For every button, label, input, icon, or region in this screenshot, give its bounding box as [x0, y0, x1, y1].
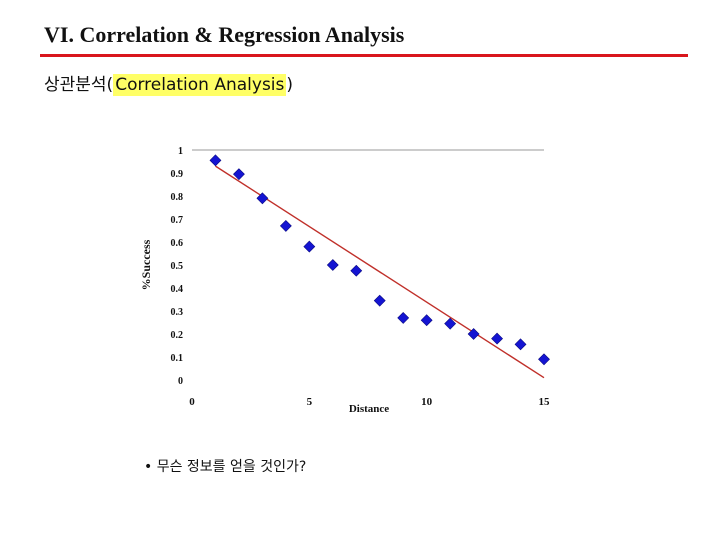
data-point [256, 192, 269, 205]
subtitle: 상관분석(Correlation Analysis) [44, 70, 294, 96]
x-axis-ticks: 0 5 10 15 [189, 396, 550, 408]
y-tick-label: 0 [178, 376, 183, 387]
data-point [444, 317, 457, 330]
x-tick-label: 15 [539, 396, 551, 408]
x-tick-label: 0 [189, 396, 195, 408]
data-point [373, 294, 386, 307]
title-rule [40, 54, 688, 57]
data-point [279, 219, 292, 232]
y-tick-label: 1 [178, 146, 183, 157]
subtitle-prefix: 상관분석( [44, 75, 114, 95]
data-point [233, 168, 245, 181]
data-points [209, 154, 550, 366]
y-tick-label: 0.7 [171, 215, 184, 226]
bullet-question: • 무슨 정보를 얻을 것인가? [144, 459, 307, 475]
x-tick-label: 10 [421, 396, 433, 408]
y-tick-label: 0.3 [171, 307, 184, 318]
subtitle-highlight: Correlation Analysis [113, 74, 287, 96]
subtitle-suffix: ) [286, 75, 294, 95]
slide-title: VI. Correlation & Regression Analysis [44, 22, 405, 47]
y-tick-label: 0.5 [171, 261, 184, 272]
y-tick-label: 0.8 [171, 192, 184, 203]
data-point [350, 264, 363, 277]
x-tick-label: 5 [307, 396, 313, 408]
data-point [397, 311, 410, 324]
data-point [326, 259, 339, 271]
y-tick-label: 0.2 [171, 330, 184, 341]
data-point [420, 314, 433, 327]
y-axis-ticks: 0 0.1 0.2 0.3 0.4 0.5 0.6 0.7 0.8 0.9 1 [171, 146, 184, 387]
data-point [303, 240, 316, 253]
y-tick-label: 0.1 [171, 353, 184, 364]
data-point [514, 338, 527, 351]
data-point [491, 332, 503, 345]
y-tick-label: 0.9 [171, 169, 184, 180]
y-tick-label: 0.6 [171, 238, 184, 249]
trendline [215, 165, 545, 379]
data-point [467, 328, 480, 340]
x-axis-label: Distance [349, 403, 389, 415]
y-axis-label: %Success [139, 239, 153, 290]
data-point [209, 154, 222, 167]
y-tick-label: 0.4 [171, 284, 184, 295]
data-point [538, 353, 550, 366]
